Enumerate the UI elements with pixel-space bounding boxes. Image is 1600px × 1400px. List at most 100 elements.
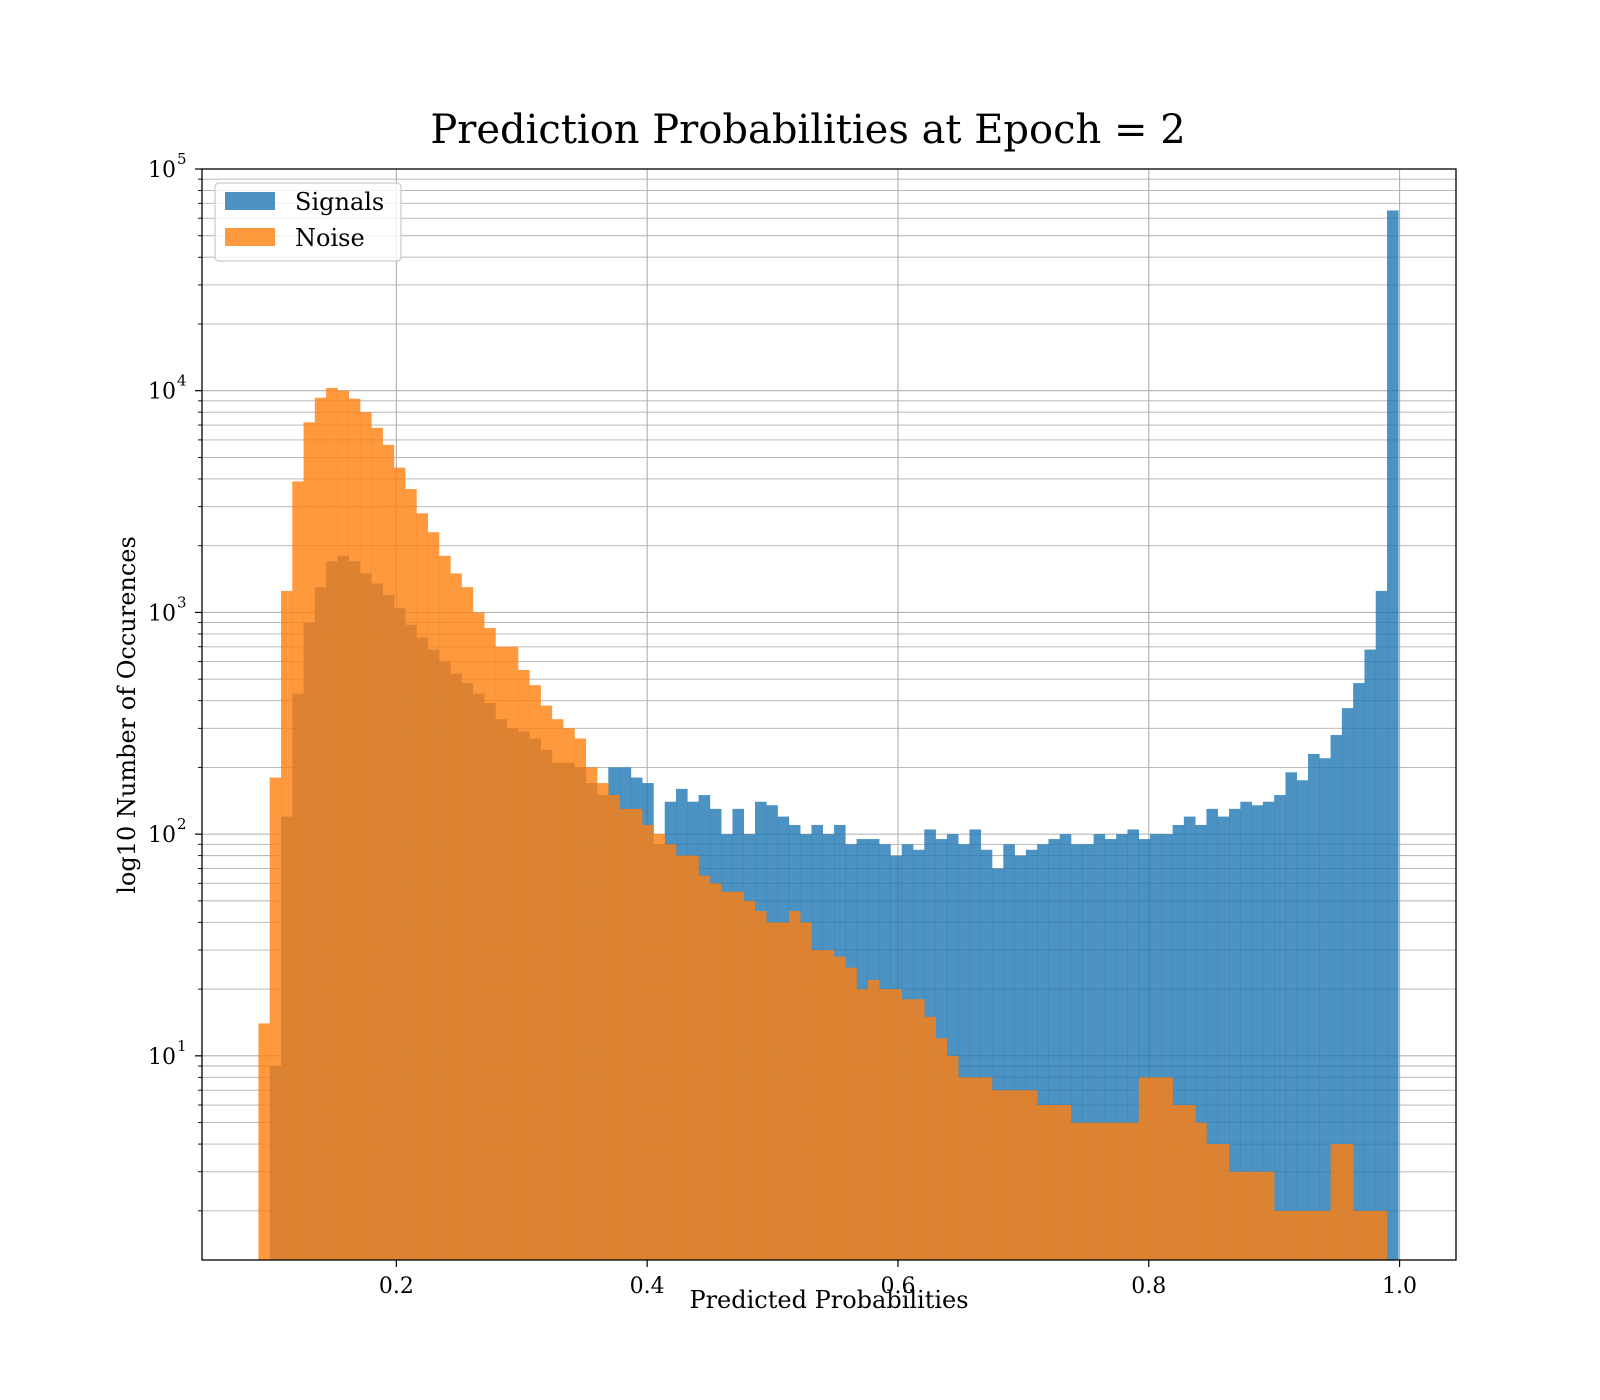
histogram-bar [360, 412, 372, 1260]
histogram-bar [1274, 795, 1286, 1260]
histogram-bar [484, 628, 496, 1260]
histogram-bar [506, 646, 519, 1260]
histogram-bars [258, 210, 1399, 1261]
y-tick-label: 10 [148, 158, 176, 183]
histogram-bar [867, 979, 880, 1260]
histogram-bar [811, 950, 824, 1260]
x-tick-label: 0.4 [630, 1274, 665, 1299]
histogram-bar [461, 587, 474, 1260]
histogram-bar [687, 855, 699, 1260]
histogram-bar [281, 590, 293, 1260]
histogram-bar [721, 891, 733, 1260]
histogram-bar [1251, 1171, 1264, 1260]
histogram-bar [382, 444, 395, 1261]
histogram-bar [822, 950, 835, 1260]
histogram-bar [269, 777, 282, 1260]
histogram-bar [416, 513, 429, 1260]
histogram-bar [1341, 1144, 1354, 1260]
histogram-bar [303, 422, 316, 1260]
histogram-bar [958, 844, 970, 1260]
histogram-bar [1003, 1090, 1015, 1260]
histogram-bar [326, 387, 338, 1260]
y-axis-label: log10 Number of Occurences [113, 536, 141, 894]
histogram-bar [1319, 758, 1331, 1260]
histogram-bar [1048, 1105, 1061, 1260]
histogram-bar [788, 911, 801, 1260]
histogram-bar [755, 911, 767, 1260]
histogram-bar [1116, 1122, 1128, 1260]
histogram-bar [585, 767, 598, 1260]
histogram-bar [1025, 849, 1038, 1260]
histogram-bar [980, 1077, 993, 1260]
histogram-bar [1183, 1105, 1196, 1260]
histogram-bar [1206, 1144, 1219, 1260]
histogram-bar [1330, 734, 1343, 1260]
histogram-bar [642, 824, 654, 1260]
histogram-bar [1014, 855, 1027, 1260]
histogram-bar [337, 390, 350, 1260]
histogram-bar [1059, 1105, 1072, 1260]
histogram-bar [563, 728, 575, 1260]
histogram-bar [1229, 808, 1241, 1260]
histogram-bar [1104, 839, 1117, 1260]
y-tick-label: 10 [148, 1045, 176, 1070]
histogram-bar [1206, 808, 1219, 1260]
histogram-bar [664, 844, 677, 1260]
legend-swatch-noise [225, 228, 275, 246]
histogram-bar [371, 427, 383, 1260]
histogram-bar [518, 669, 530, 1260]
histogram-bar [1071, 1122, 1083, 1260]
histogram-bar [1025, 1090, 1038, 1260]
histogram-bar [1037, 1105, 1049, 1260]
histogram-bar [1127, 1122, 1140, 1260]
histogram-bar [1082, 844, 1094, 1260]
histogram-bar [1285, 772, 1298, 1260]
x-tick-label: 0.2 [379, 1274, 414, 1299]
histogram-bar [597, 783, 609, 1260]
histogram-bar [676, 855, 688, 1260]
x-axis-ticks: 0.2 0.4 0.6 0.8 1.0 [379, 1260, 1417, 1299]
histogram-bar [1093, 834, 1106, 1260]
histogram-bar [1375, 1210, 1388, 1260]
histogram-bar [1048, 839, 1061, 1260]
histogram-bar [1093, 1122, 1106, 1260]
histogram-bar [1274, 1210, 1286, 1260]
histogram-bar [540, 705, 553, 1260]
histogram-bar [1353, 683, 1365, 1260]
histogram-bar [348, 398, 361, 1260]
histogram-bar [845, 967, 857, 1260]
y-tick-exponent: 1 [177, 1037, 187, 1055]
histogram-bar [1285, 1210, 1298, 1260]
histogram-bar [935, 1038, 948, 1260]
histogram-bar [1003, 844, 1015, 1260]
histogram-bar [1059, 834, 1072, 1260]
histogram-bar [1217, 816, 1230, 1260]
histogram-bar [958, 1077, 970, 1260]
axes-frame [201, 168, 1457, 1261]
histogram-bar [1071, 844, 1083, 1260]
histogram-bar [393, 467, 406, 1261]
histogram-bar [1150, 1077, 1162, 1260]
histogram-bar [1240, 801, 1252, 1260]
x-tick-label: 0.6 [880, 1274, 915, 1299]
histogram-bar [1296, 1210, 1309, 1260]
histogram-bar [405, 489, 417, 1260]
histogram-bar [1217, 1144, 1230, 1260]
histogram-bar [1375, 590, 1388, 1260]
histogram-bar [292, 481, 304, 1260]
histogram-bar [969, 1077, 982, 1260]
histogram-bar [980, 849, 993, 1260]
histogram-bar [574, 738, 587, 1260]
histogram-bar [1308, 1210, 1320, 1260]
histogram-bar [630, 808, 643, 1260]
histogram-bar [608, 795, 620, 1260]
histogram-bar [709, 883, 722, 1260]
histogram-bar [1138, 839, 1151, 1260]
histogram-bar [1319, 1210, 1331, 1260]
histogram-bar [992, 1090, 1004, 1260]
histogram-bar [1161, 834, 1173, 1260]
series-noise [258, 387, 1388, 1261]
histogram-bar [1195, 1122, 1207, 1260]
histogram-bar [1229, 1171, 1241, 1260]
